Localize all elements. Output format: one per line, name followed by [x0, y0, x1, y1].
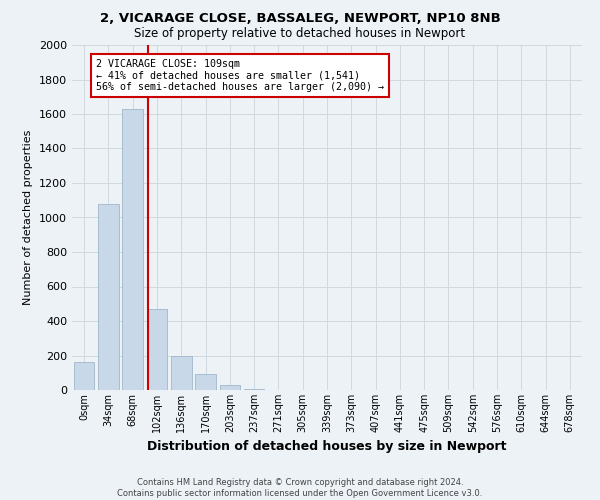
Bar: [195, 374, 216, 390]
Text: Contains HM Land Registry data © Crown copyright and database right 2024.
Contai: Contains HM Land Registry data © Crown c…: [118, 478, 482, 498]
Bar: [98, 204, 119, 390]
Bar: [244, 389, 265, 390]
Bar: [171, 356, 191, 390]
Bar: [146, 309, 167, 390]
X-axis label: Distribution of detached houses by size in Newport: Distribution of detached houses by size …: [147, 440, 507, 454]
Text: Size of property relative to detached houses in Newport: Size of property relative to detached ho…: [134, 28, 466, 40]
Text: 2 VICARAGE CLOSE: 109sqm
← 41% of detached houses are smaller (1,541)
56% of sem: 2 VICARAGE CLOSE: 109sqm ← 41% of detach…: [96, 59, 384, 92]
Bar: [122, 109, 143, 390]
Y-axis label: Number of detached properties: Number of detached properties: [23, 130, 34, 305]
Bar: [74, 362, 94, 390]
Bar: [220, 385, 240, 390]
Text: 2, VICARAGE CLOSE, BASSALEG, NEWPORT, NP10 8NB: 2, VICARAGE CLOSE, BASSALEG, NEWPORT, NP…: [100, 12, 500, 26]
